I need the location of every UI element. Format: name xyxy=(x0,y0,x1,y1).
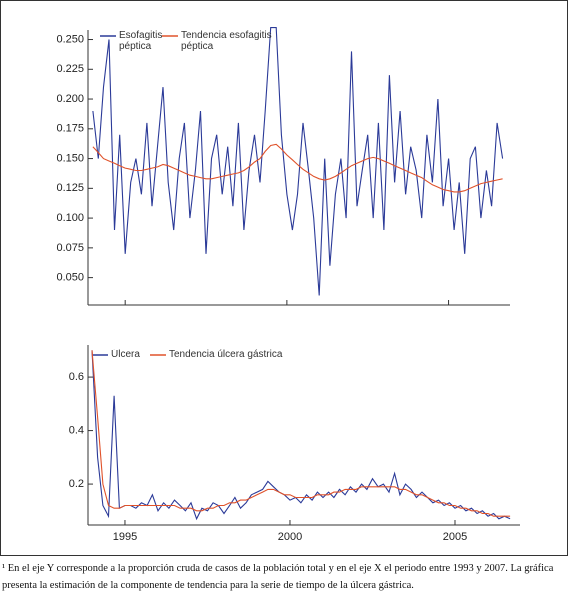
x-tick-label: 1995 xyxy=(113,531,137,543)
y-tick-label: 0.6 xyxy=(69,371,84,383)
legend-entry: Tendencia esofagitis péptica xyxy=(181,30,272,52)
y-tick-label: 0.250 xyxy=(56,33,84,45)
chart-esofagitis: 0.050 0.075 0.100 0.125 0.150 0.175 0.200 0.225… xyxy=(56,27,510,312)
legend-label: Esofagitis péptica xyxy=(119,30,163,52)
legend-entry: Tendencia úlcera gástrica xyxy=(169,349,283,360)
series-line xyxy=(92,27,504,296)
x-tick-label: 1995 xyxy=(113,311,137,312)
y-tick-label: 0.050 xyxy=(56,272,84,284)
y-tick-label: 0.4 xyxy=(69,424,84,436)
x-tick-label: 2005 xyxy=(443,531,467,543)
legend-entry: Esofagitis péptica xyxy=(119,30,163,52)
x-tick-label: 2000 xyxy=(275,311,299,312)
legend-label: Úlcera xyxy=(111,349,140,360)
legend-label: Tendencia esofagitis péptica xyxy=(181,30,272,52)
x-tick-label: 2005 xyxy=(436,311,460,312)
legend-entry: Úlcera xyxy=(111,349,140,360)
y-tick-label: 0.175 xyxy=(56,123,84,135)
y-tick-label: 0.075 xyxy=(56,242,84,254)
series-line xyxy=(92,143,503,193)
y-tick-label: 0.125 xyxy=(56,182,84,194)
y-tick-label: 0.225 xyxy=(56,63,84,75)
x-tick-label: 2000 xyxy=(278,531,302,543)
legend-label: Tendencia úlcera gástrica xyxy=(169,349,283,360)
caption: ¹ En el eje Y corresponde a la proporció… xyxy=(2,563,554,591)
series-line xyxy=(91,350,511,521)
series-line xyxy=(91,350,511,517)
chart-ulcera: 0.2 0.4 0.6 1995 2000 2005 Úlcera Tendencia úlc… xyxy=(69,345,520,543)
y-tick-label: 0.200 xyxy=(56,93,84,105)
figure-frame xyxy=(0,0,568,556)
y-tick-label: 0.2 xyxy=(69,478,84,490)
y-tick-label: 0.100 xyxy=(56,212,84,224)
y-tick-label: 0.150 xyxy=(56,152,84,164)
